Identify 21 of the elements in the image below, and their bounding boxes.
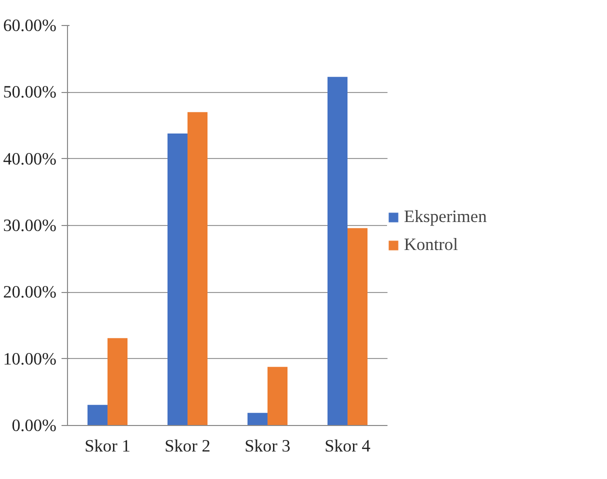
bar	[328, 76, 348, 426]
x-tick-label: Skor 1	[84, 436, 130, 456]
y-tick-label: 10.00%	[3, 349, 57, 368]
y-tick-label: 60.00%	[3, 16, 57, 35]
bar	[188, 112, 208, 426]
bar	[268, 366, 288, 426]
bar	[348, 228, 368, 426]
bar	[248, 412, 268, 426]
x-tick-label: Skor 3	[244, 436, 290, 456]
y-tick-label: 50.00%	[3, 82, 57, 102]
legend-label: Eksperimen	[404, 207, 487, 227]
y-tick-label: 0.00%	[12, 416, 57, 435]
y-tick-label: 20.00%	[3, 282, 57, 302]
bar	[168, 134, 188, 426]
x-tick-label: Skor 2	[164, 436, 210, 456]
bar	[88, 404, 108, 426]
y-tick-label: 30.00%	[3, 216, 57, 235]
bar	[108, 338, 128, 426]
x-tick-label: Skor 4	[324, 436, 371, 456]
legend-label: Kontrol	[404, 235, 458, 255]
y-tick-label: 40.00%	[3, 149, 57, 168]
